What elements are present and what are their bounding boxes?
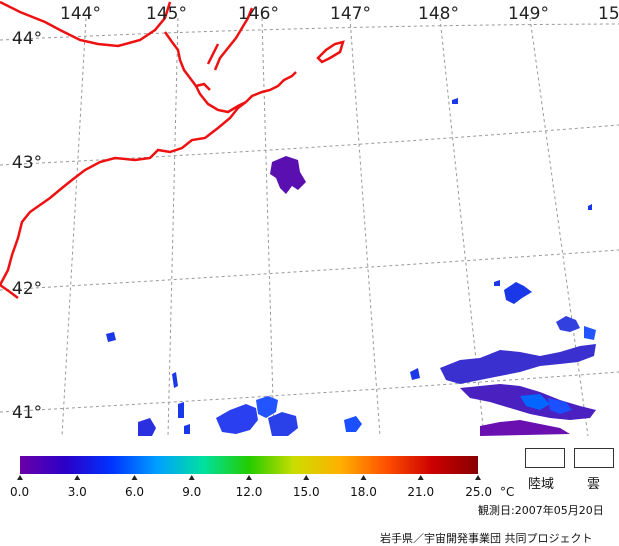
colorbar: [20, 456, 478, 474]
colorbar-tick-label: 25.0: [465, 485, 492, 499]
cloud-legend-swatch: [574, 448, 614, 468]
lat-labels: 44° 43° 42° 41°: [12, 29, 42, 423]
sst-patches: [106, 98, 596, 436]
credit-line: 岩手県／宇宙開発事業団 共同プロジェクト: [380, 532, 593, 545]
lon-label: 15: [598, 4, 619, 24]
colorbar-tick-label: 3.0: [68, 485, 87, 499]
lat-label: 43°: [12, 153, 42, 173]
lon-labels: 144° 145° 146° 147° 148° 149° 15: [60, 4, 619, 24]
lon-label: 149°: [508, 4, 549, 24]
colorbar-tick: [246, 475, 252, 480]
colorbar-tick: [188, 475, 195, 480]
colorbar-tick-label: 12.0: [236, 485, 263, 499]
colorbar-tick-label: 15.0: [293, 485, 320, 499]
colorbar-tick: [303, 475, 310, 480]
colorbar-tick: [17, 475, 23, 480]
lon-label: 144°: [60, 4, 101, 24]
cloud-legend-label: 雲: [587, 477, 601, 492]
observation-date: 観測日:2007年05月20日: [478, 504, 604, 517]
lon-label: 146°: [238, 4, 279, 24]
colorbar-tick: [131, 475, 138, 480]
lon-label: 147°: [330, 4, 371, 24]
colorbar-tick: [417, 475, 424, 480]
colorbar-tick-label: 21.0: [407, 485, 434, 499]
colorbar-tick: [74, 475, 81, 480]
colorbar-tick-label: 9.0: [182, 485, 201, 499]
colorbar-tick-label: 18.0: [350, 485, 377, 499]
lat-label: 41°: [12, 403, 42, 423]
colorbar-tick: [475, 475, 481, 480]
colorbar-ticks: 0.0 3.0 6.0 9.0 12.0 15.0 18.0 21.0 25.0 °C: [10, 475, 514, 499]
lat-label: 44°: [12, 29, 42, 49]
lon-label: 145°: [146, 4, 187, 24]
colorbar-tick: [360, 475, 367, 480]
colorbar-unit: °C: [500, 485, 514, 499]
colorbar-tick-label: 6.0: [125, 485, 144, 499]
lon-label: 148°: [418, 4, 459, 24]
coastline: [0, 0, 345, 299]
land-legend-swatch: [525, 448, 565, 468]
land-legend-label: 陸域: [528, 477, 555, 492]
graticule: [0, 17, 619, 437]
lat-label: 42°: [12, 279, 42, 299]
colorbar-tick-label: 0.0: [10, 485, 29, 499]
